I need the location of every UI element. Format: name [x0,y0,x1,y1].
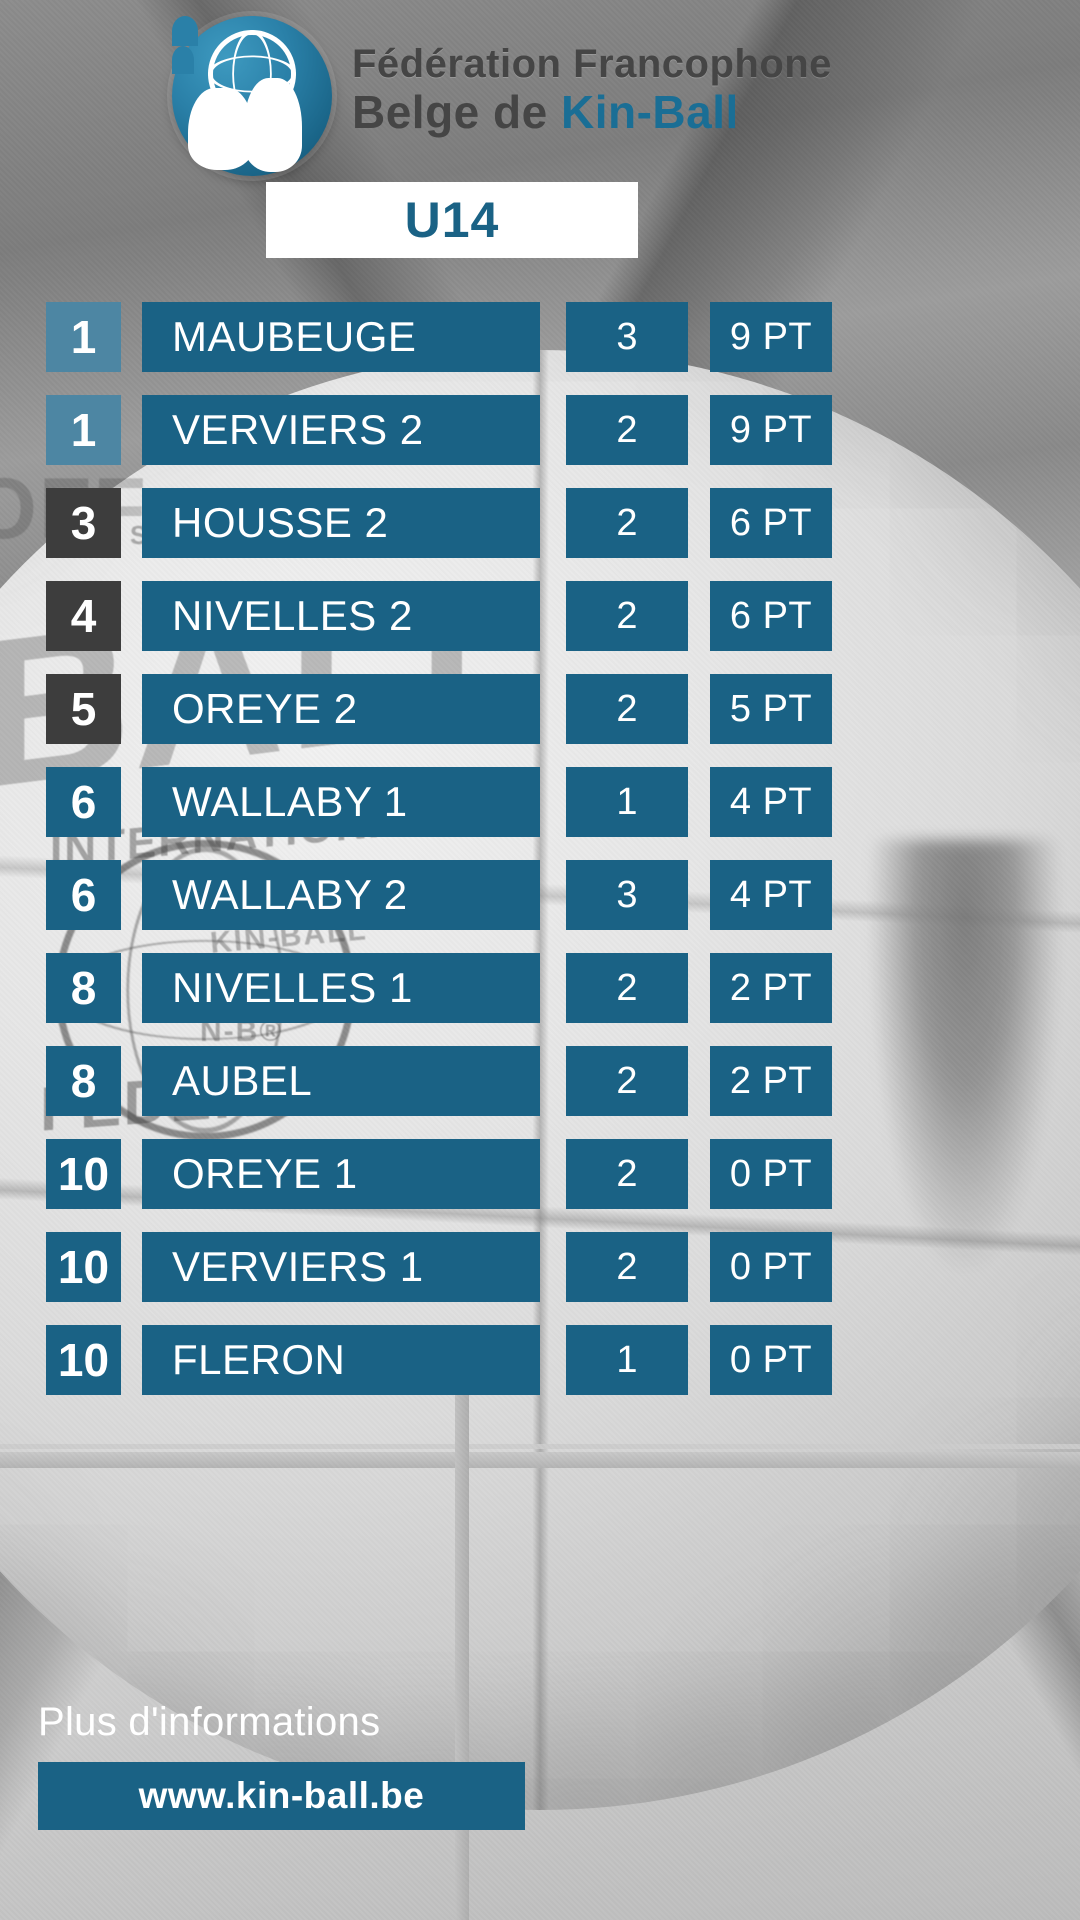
points-cell: 5 PT [710,674,832,744]
points-cell: 6 PT [710,581,832,651]
games-played-cell: 2 [566,1046,688,1116]
games-played-cell: 2 [566,1139,688,1209]
website-link[interactable]: www.kin-ball.be [38,1762,525,1830]
page-title: U14 [404,192,500,248]
table-row: 10 FLERON 1 0 PT [0,1325,1080,1418]
rank-cell: 5 [46,674,121,744]
more-info-label: Plus d'informations [38,1700,381,1744]
federation-name-accent: Kin-Ball [561,85,739,138]
games-played-cell: 3 [566,860,688,930]
category-title-banner: U14 [266,182,638,258]
rank-cell: 3 [46,488,121,558]
points-cell: 4 PT [710,767,832,837]
rank-cell: 8 [46,953,121,1023]
points-cell: 0 PT [710,1325,832,1395]
federation-name-line-2: Belge de Kin-Ball [352,85,832,138]
team-name-cell: AUBEL [142,1046,540,1116]
background-line-upper [0,1444,1080,1449]
federation-name-prefix: Belge de [352,85,562,138]
team-name-cell: FLERON [142,1325,540,1395]
table-row: 5 OREYE 2 2 5 PT [0,674,1080,767]
logo-player-head-right-icon [258,88,282,112]
rank-cell: 8 [46,1046,121,1116]
points-cell: 4 PT [710,860,832,930]
team-name-cell: VERVIERS 2 [142,395,540,465]
games-played-cell: 2 [566,953,688,1023]
rank-cell: 1 [46,302,121,372]
team-name-cell: VERVIERS 1 [142,1232,540,1302]
table-row: 3 HOUSSE 2 2 6 PT [0,488,1080,581]
points-cell: 9 PT [710,395,832,465]
poster-header: Fédération Francophone Belge de Kin-Ball [0,8,1080,178]
points-cell: 2 PT [710,1046,832,1116]
team-name-cell: WALLABY 2 [142,860,540,930]
logo-player-head-left-icon [206,98,234,126]
rank-cell: 6 [46,767,121,837]
games-played-cell: 3 [566,302,688,372]
table-row: 6 WALLABY 1 1 4 PT [0,767,1080,860]
table-row: 8 NIVELLES 1 2 2 PT [0,953,1080,1046]
games-played-cell: 2 [566,674,688,744]
background-line-horizontal [0,1452,1080,1468]
logo-player-legs-left-icon [172,16,198,46]
rank-cell: 10 [46,1139,121,1209]
games-played-cell: 1 [566,1325,688,1395]
rank-cell: 4 [46,581,121,651]
games-played-cell: 2 [566,581,688,651]
points-cell: 0 PT [710,1232,832,1302]
rank-cell: 6 [46,860,121,930]
team-name-cell: NIVELLES 2 [142,581,540,651]
points-cell: 6 PT [710,488,832,558]
table-row: 10 OREYE 1 2 0 PT [0,1139,1080,1232]
rank-cell: 1 [46,395,121,465]
standings-table: 1 MAUBEUGE 3 9 PT 1 VERVIERS 2 2 9 PT 3 HOUSSE 2 2… [0,302,1080,1418]
table-row: 1 MAUBEUGE 3 9 PT [0,302,1080,395]
team-name-cell: OREYE 2 [142,674,540,744]
federation-name: Fédération Francophone Belge de Kin-Ball [352,44,832,136]
table-row: 6 WALLABY 2 3 4 PT [0,860,1080,953]
rank-cell: 10 [46,1232,121,1302]
federation-name-line-1: Fédération Francophone [352,42,832,86]
team-name-cell: WALLABY 1 [142,767,540,837]
table-row: 4 NIVELLES 2 2 6 PT [0,581,1080,674]
team-name-cell: OREYE 1 [142,1139,540,1209]
games-played-cell: 2 [566,488,688,558]
points-cell: 0 PT [710,1139,832,1209]
table-row: 1 VERVIERS 2 2 9 PT [0,395,1080,488]
website-url-text: www.kin-ball.be [138,1775,425,1816]
team-name-cell: NIVELLES 1 [142,953,540,1023]
points-cell: 2 PT [710,953,832,1023]
table-row: 8 AUBEL 2 2 PT [0,1046,1080,1139]
games-played-cell: 2 [566,1232,688,1302]
team-name-cell: MAUBEUGE [142,302,540,372]
table-row: 10 VERVIERS 1 2 0 PT [0,1232,1080,1325]
team-name-cell: HOUSSE 2 [142,488,540,558]
rank-cell: 10 [46,1325,121,1395]
logo-player-legs-right-icon [172,46,194,74]
games-played-cell: 1 [566,767,688,837]
points-cell: 9 PT [710,302,832,372]
background-player-figure [870,840,1060,1270]
games-played-cell: 2 [566,395,688,465]
federation-logo-icon [172,16,332,176]
